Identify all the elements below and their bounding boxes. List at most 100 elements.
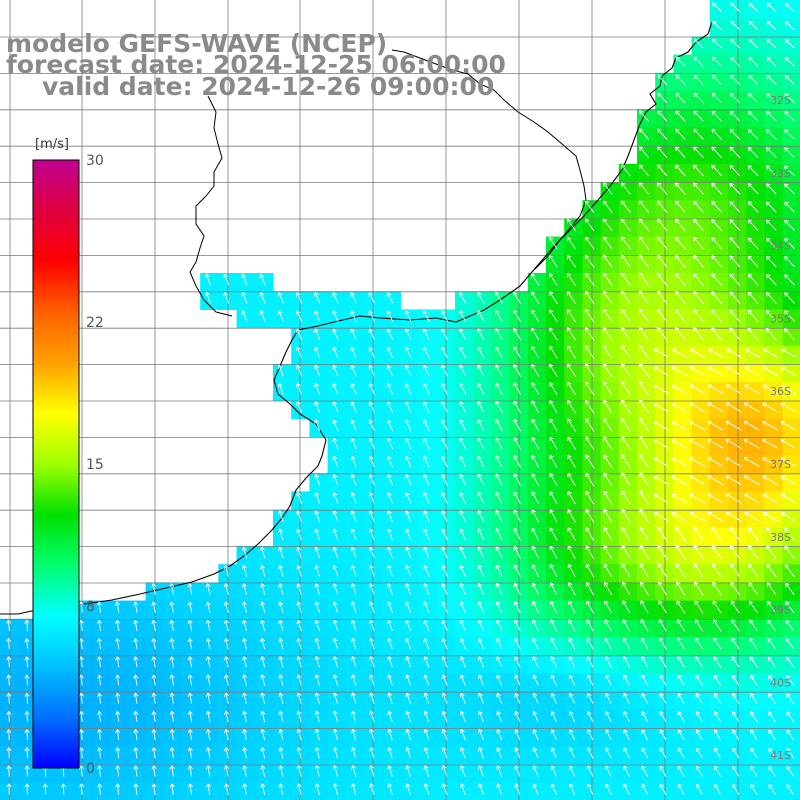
- wind-arrow: [495, 364, 503, 377]
- latitude-label: 37S: [770, 458, 791, 471]
- wind-arrow: [621, 508, 631, 523]
- wind-arrow: [478, 783, 484, 795]
- wind-arrow: [550, 656, 558, 668]
- wind-arrow: [115, 783, 121, 795]
- wind-arrow: [241, 565, 248, 577]
- wind-arrow: [260, 656, 266, 668]
- wind-arrow: [513, 509, 521, 523]
- wind-arrow: [784, 527, 795, 541]
- wind-arrow: [586, 765, 594, 777]
- wind-arrow: [423, 437, 430, 450]
- wind-arrow: [351, 747, 357, 759]
- wind-arrow: [514, 674, 521, 686]
- wind-arrow: [24, 692, 30, 704]
- wind-arrow: [514, 747, 521, 759]
- wind-arrow: [260, 619, 266, 632]
- wind-arrow: [677, 674, 685, 686]
- wind-arrow: [657, 164, 668, 177]
- wind-arrow: [602, 272, 613, 286]
- wind-cell: [782, 546, 800, 565]
- wind-arrow: [513, 601, 521, 614]
- wind-arrow: [241, 546, 248, 559]
- wind-arrow: [224, 747, 230, 759]
- wind-arrow: [675, 74, 686, 86]
- wind-arrow: [621, 454, 631, 469]
- wind-arrow: [386, 437, 394, 450]
- wind-arrow: [566, 254, 577, 268]
- wind-arrow: [550, 637, 558, 650]
- wind-arrow: [567, 345, 576, 359]
- wind-arrow: [223, 565, 229, 577]
- wind-arrow: [729, 128, 741, 140]
- wind-arrow: [404, 383, 412, 395]
- wind-arrow: [786, 656, 795, 668]
- wind-arrow: [786, 674, 795, 686]
- wind-arrow: [749, 656, 758, 668]
- wind-arrow: [332, 546, 339, 559]
- wind-arrow: [750, 693, 758, 704]
- wind-arrow: [531, 582, 540, 596]
- wind-arrow: [242, 728, 248, 741]
- wind-arrow: [729, 273, 741, 286]
- wind-arrow: [495, 473, 503, 486]
- forecast-date: forecast date: 2024-12-25 06:00:00: [6, 50, 506, 79]
- wind-arrow: [549, 545, 558, 559]
- wind-arrow: [97, 692, 103, 704]
- colorbar-ticks: 30 22 15 8 0: [86, 153, 104, 777]
- wind-arrow: [531, 400, 540, 414]
- wind-arrow: [549, 382, 558, 396]
- wind-arrow: [423, 492, 430, 504]
- wind-arrow: [743, 402, 760, 413]
- wind-arrow: [584, 200, 595, 213]
- wind-arrow: [656, 218, 668, 232]
- wind-arrow: [242, 747, 248, 759]
- wind-arrow: [133, 638, 139, 650]
- wind-arrow: [713, 619, 722, 632]
- wind-arrow: [369, 656, 375, 668]
- wind-arrow: [514, 656, 521, 668]
- wind-arrow: [659, 692, 667, 704]
- wind-arrow: [495, 528, 503, 541]
- wind-arrow: [368, 601, 375, 613]
- wind-arrow: [726, 511, 742, 522]
- wind-arrow: [332, 474, 339, 486]
- wind-arrow: [711, 74, 722, 85]
- wind-arrow: [477, 473, 485, 486]
- wind-arrow: [693, 164, 704, 177]
- wind-arrow: [205, 273, 211, 286]
- wind-arrow: [423, 765, 430, 777]
- wind-arrow: [585, 582, 594, 596]
- wind-arrow: [765, 201, 777, 213]
- wind-arrow: [550, 711, 557, 722]
- wind-arrow: [260, 565, 266, 577]
- wind-arrow: [368, 346, 375, 359]
- wind-arrow: [296, 565, 302, 577]
- wind-arrow: [550, 693, 557, 704]
- wind-arrow: [729, 146, 741, 159]
- wind-arrow: [423, 710, 430, 723]
- wind-arrow: [441, 583, 448, 595]
- wind-arrow: [187, 619, 193, 632]
- wind-arrow: [730, 600, 740, 614]
- wind-arrow: [762, 512, 778, 522]
- wind-arrow: [169, 692, 175, 704]
- wind-arrow: [368, 419, 375, 431]
- wind-arrow: [223, 674, 229, 686]
- wind-arrow: [532, 747, 539, 759]
- wind-arrow: [566, 327, 576, 341]
- wind-arrow: [785, 619, 795, 632]
- wind-arrow: [260, 674, 266, 686]
- wind-arrow: [785, 638, 795, 650]
- wind-arrow: [496, 674, 503, 686]
- wind-arrow: [567, 363, 576, 377]
- wind-arrow: [675, 182, 686, 195]
- border-line: [391, 49, 587, 273]
- wind-arrow: [423, 637, 430, 650]
- wind-arrow: [638, 254, 650, 268]
- wind-arrow: [780, 457, 797, 467]
- wind-arrow: [332, 528, 339, 541]
- wind-arrow: [641, 783, 649, 795]
- wind-arrow: [495, 637, 503, 650]
- wind-arrow: [459, 783, 466, 796]
